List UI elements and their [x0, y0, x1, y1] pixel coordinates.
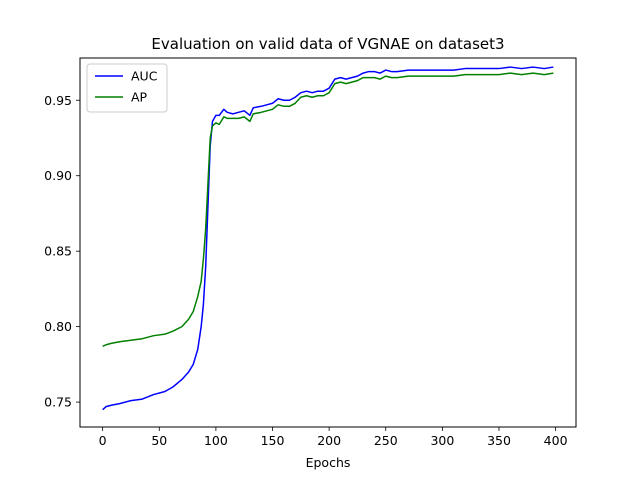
chart-title: Evaluation on valid data of VGNAE on dat…: [151, 35, 504, 53]
series-line-ap: [102, 72, 554, 347]
series-layer: [102, 66, 554, 411]
y-axis: 0.75 0.80 0.85 0.90 0.95: [44, 93, 80, 410]
x-tick-label: 300: [430, 433, 454, 448]
y-tick-label: 0.85: [44, 244, 72, 259]
x-axis-title: Epochs: [306, 455, 351, 470]
y-tick-label: 0.95: [44, 93, 72, 108]
legend: AUC AP: [86, 63, 168, 113]
x-tick-label: 0: [99, 433, 107, 448]
legend-label-ap: AP: [131, 90, 148, 105]
x-tick-label: 400: [544, 433, 568, 448]
x-tick-label: 100: [204, 433, 228, 448]
x-tick-label: 200: [317, 433, 341, 448]
x-tick-label: 50: [151, 433, 167, 448]
x-axis: 0 50 100 150 200 250 300 350 400: [99, 427, 568, 448]
legend-label-auc: AUC: [131, 69, 158, 84]
y-tick-label: 0.80: [44, 319, 72, 334]
y-tick-label: 0.90: [44, 168, 72, 183]
plot-area-frame: [79, 57, 577, 428]
x-tick-label: 350: [487, 433, 511, 448]
y-tick-label: 0.75: [44, 395, 72, 410]
series-line-auc: [102, 66, 554, 411]
x-tick-label: 250: [374, 433, 398, 448]
x-tick-label: 150: [261, 433, 285, 448]
